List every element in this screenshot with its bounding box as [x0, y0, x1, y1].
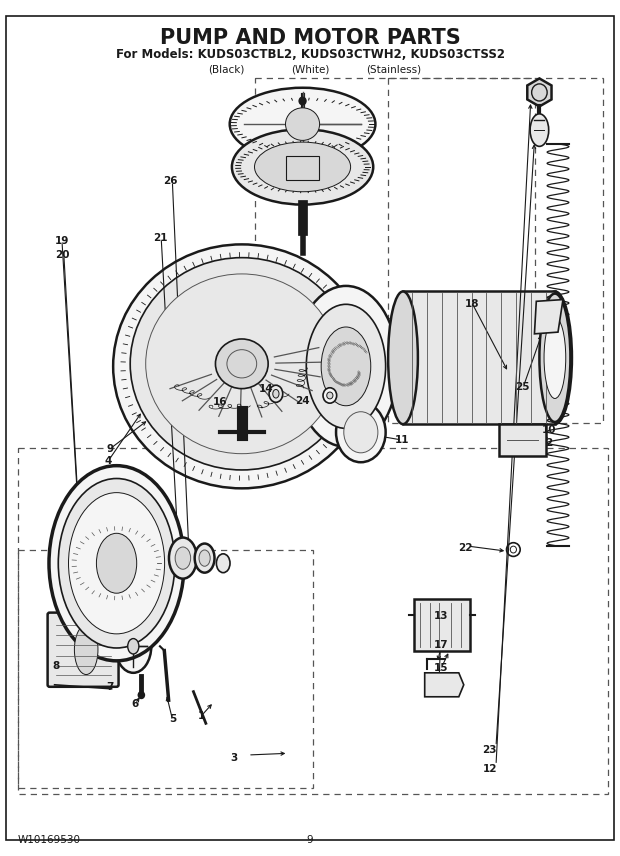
- Ellipse shape: [254, 142, 351, 192]
- Text: 7: 7: [107, 681, 114, 692]
- Bar: [403, 291, 555, 424]
- Text: 3: 3: [231, 752, 238, 763]
- Ellipse shape: [531, 84, 547, 101]
- Ellipse shape: [323, 388, 337, 403]
- Text: 21: 21: [153, 233, 167, 243]
- Text: 19: 19: [55, 236, 69, 247]
- Polygon shape: [425, 673, 464, 697]
- Bar: [388, 78, 603, 423]
- Bar: [18, 448, 608, 794]
- Ellipse shape: [530, 114, 549, 146]
- Ellipse shape: [216, 339, 268, 389]
- Text: (Stainless): (Stainless): [366, 64, 421, 74]
- Text: 1: 1: [198, 710, 205, 721]
- Ellipse shape: [343, 412, 378, 453]
- Ellipse shape: [294, 286, 398, 447]
- Text: 6: 6: [131, 698, 139, 709]
- Text: eReplacementParts.com: eReplacementParts.com: [207, 421, 326, 431]
- Text: 2: 2: [545, 438, 552, 449]
- Ellipse shape: [113, 245, 371, 488]
- Text: 4: 4: [105, 455, 112, 466]
- Text: (White): (White): [291, 64, 329, 74]
- Text: 8: 8: [52, 661, 60, 671]
- Ellipse shape: [175, 547, 190, 569]
- Text: 15: 15: [434, 663, 449, 673]
- Ellipse shape: [336, 402, 386, 462]
- Ellipse shape: [306, 305, 386, 429]
- Text: For Models: KUDS03CTBL2, KUDS03CTWH2, KUDS03CTSS2: For Models: KUDS03CTBL2, KUDS03CTWH2, KU…: [115, 48, 505, 61]
- Text: 14: 14: [259, 384, 274, 395]
- Ellipse shape: [69, 493, 165, 634]
- Ellipse shape: [227, 350, 257, 378]
- Text: 11: 11: [394, 435, 409, 445]
- Text: 20: 20: [55, 250, 69, 260]
- Bar: [499, 424, 546, 456]
- Ellipse shape: [49, 466, 184, 661]
- Ellipse shape: [388, 292, 418, 425]
- Bar: [18, 550, 313, 788]
- Polygon shape: [534, 300, 563, 334]
- Text: 18: 18: [465, 299, 480, 309]
- Bar: [286, 156, 319, 180]
- Ellipse shape: [146, 274, 338, 454]
- Ellipse shape: [115, 620, 151, 673]
- Ellipse shape: [299, 98, 306, 104]
- Ellipse shape: [74, 625, 98, 675]
- Ellipse shape: [229, 88, 375, 161]
- Ellipse shape: [128, 639, 139, 654]
- Ellipse shape: [538, 292, 572, 425]
- Ellipse shape: [216, 554, 230, 573]
- Ellipse shape: [321, 327, 371, 406]
- Ellipse shape: [539, 294, 570, 422]
- Ellipse shape: [269, 385, 283, 402]
- Ellipse shape: [138, 692, 144, 698]
- Polygon shape: [527, 79, 552, 106]
- FancyBboxPatch shape: [48, 613, 118, 687]
- Text: 24: 24: [295, 395, 310, 406]
- Ellipse shape: [544, 318, 565, 399]
- Text: W10169530: W10169530: [18, 835, 81, 845]
- Ellipse shape: [327, 392, 333, 399]
- Ellipse shape: [169, 538, 197, 579]
- Text: 5: 5: [169, 714, 176, 724]
- Text: 22: 22: [458, 543, 472, 553]
- Text: 25: 25: [515, 382, 529, 392]
- Ellipse shape: [232, 129, 373, 205]
- Text: 12: 12: [482, 764, 497, 774]
- Text: 9: 9: [107, 443, 114, 454]
- Text: 17: 17: [434, 640, 449, 651]
- Text: 13: 13: [434, 611, 449, 621]
- Ellipse shape: [130, 258, 353, 470]
- Text: 16: 16: [213, 397, 228, 407]
- Text: 10: 10: [541, 425, 556, 435]
- Text: 26: 26: [163, 176, 178, 187]
- Ellipse shape: [273, 389, 279, 398]
- Bar: [414, 599, 470, 651]
- Ellipse shape: [195, 544, 215, 573]
- Ellipse shape: [285, 108, 320, 140]
- Text: (Black): (Black): [208, 64, 244, 74]
- Bar: [255, 78, 535, 318]
- Ellipse shape: [58, 479, 175, 648]
- Text: 23: 23: [482, 745, 497, 755]
- Text: PUMP AND MOTOR PARTS: PUMP AND MOTOR PARTS: [159, 28, 461, 48]
- Ellipse shape: [199, 550, 210, 567]
- Ellipse shape: [97, 533, 136, 593]
- Text: 9: 9: [307, 835, 313, 845]
